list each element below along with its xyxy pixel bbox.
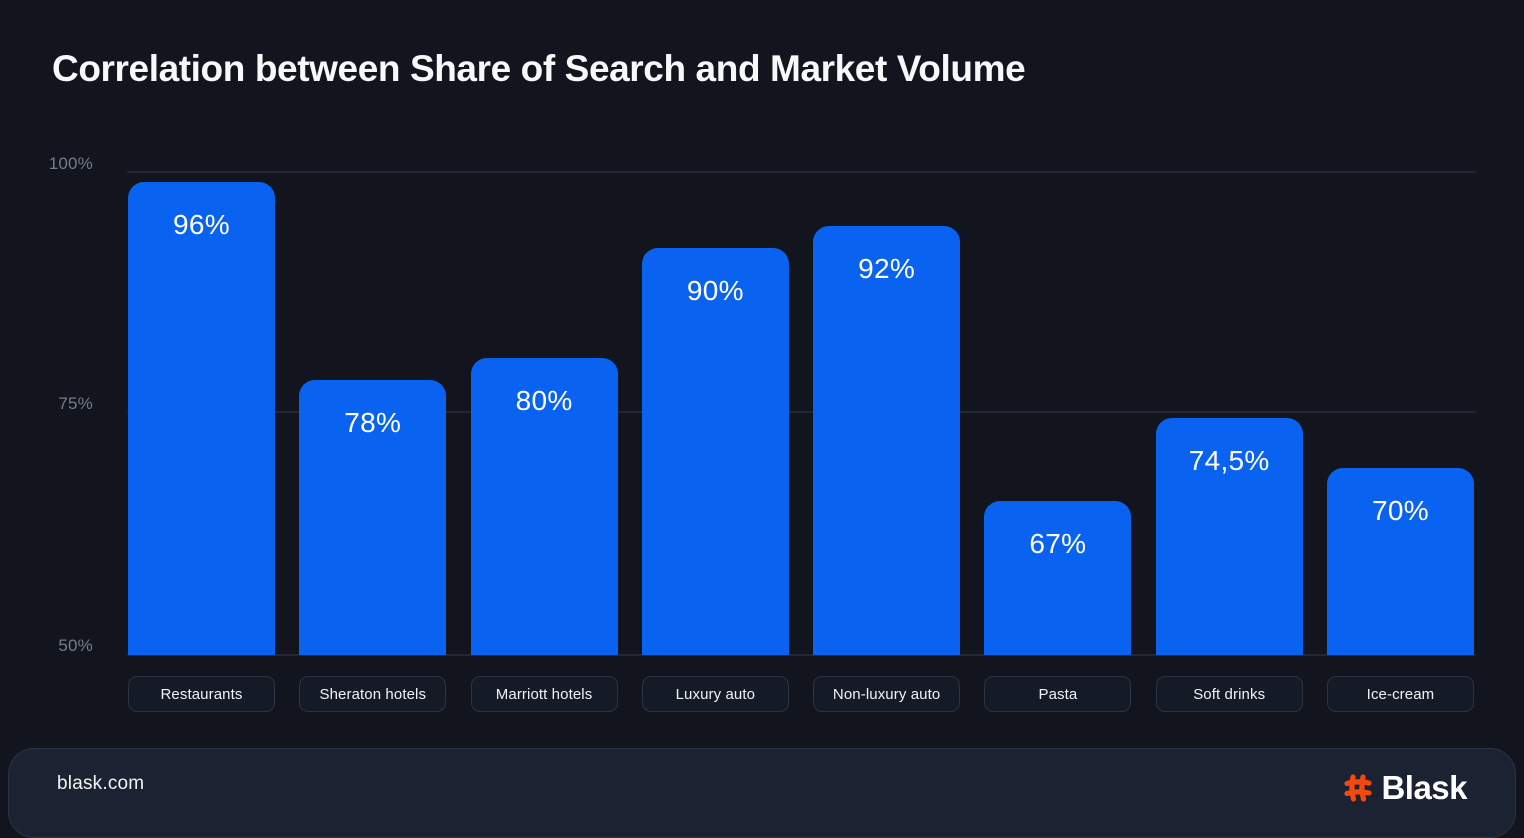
category-label-pill: Non-luxury auto bbox=[813, 676, 961, 712]
bar-value-label: 70% bbox=[1371, 495, 1429, 526]
bar-value-label: 96% bbox=[173, 209, 230, 240]
y-axis-tick-75: 75% bbox=[58, 394, 93, 413]
gridline-75 bbox=[127, 411, 1476, 413]
bar-value-label: 67% bbox=[1029, 528, 1087, 559]
bar: 96% bbox=[128, 182, 275, 655]
category-label-pill: Sheraton hotels bbox=[299, 676, 447, 712]
bar: 92% bbox=[813, 226, 961, 655]
bar: 78% bbox=[299, 380, 447, 655]
bar: 70% bbox=[1326, 468, 1474, 655]
brand-name: Blask bbox=[1381, 769, 1467, 806]
bar-value-label: 92% bbox=[858, 253, 916, 284]
category-label-pill: Luxury auto bbox=[641, 676, 789, 712]
site-url: blask.com bbox=[57, 773, 145, 794]
bar-value-label: 74,5% bbox=[1188, 445, 1270, 476]
category-label-pill: Marriott hotels bbox=[470, 676, 618, 712]
category-label-pill: Restaurants bbox=[128, 676, 275, 712]
bar: 67% bbox=[984, 501, 1132, 655]
bar: 80% bbox=[470, 358, 618, 655]
bar: 74,5% bbox=[1155, 418, 1303, 655]
bar: 90% bbox=[641, 248, 789, 655]
gridline-50 bbox=[127, 654, 1476, 656]
brand-logo: Blask bbox=[1341, 769, 1467, 807]
bar-value-label: 80% bbox=[515, 385, 573, 416]
footer-bar: blask.com Blask bbox=[8, 748, 1516, 838]
y-axis-tick-100: 100% bbox=[48, 154, 93, 173]
y-axis-tick-50: 50% bbox=[58, 636, 93, 655]
categories-row: Restaurants Sheraton hotels Marriott hotel… bbox=[128, 676, 1474, 712]
page-title: Correlation between Share of Search and … bbox=[52, 48, 1026, 89]
bars-row: 96% 78% 80% 90% 92% 67% 74,5% 70% bbox=[128, 182, 1474, 655]
category-label-pill: Ice-cream bbox=[1326, 676, 1474, 712]
hash-icon bbox=[1344, 774, 1373, 802]
category-label-pill: Pasta bbox=[984, 676, 1132, 712]
gridline-100 bbox=[127, 171, 1476, 173]
bar-value-label: 90% bbox=[686, 275, 744, 306]
bar-value-label: 78% bbox=[344, 407, 402, 438]
category-label-pill: Soft drinks bbox=[1155, 676, 1303, 712]
